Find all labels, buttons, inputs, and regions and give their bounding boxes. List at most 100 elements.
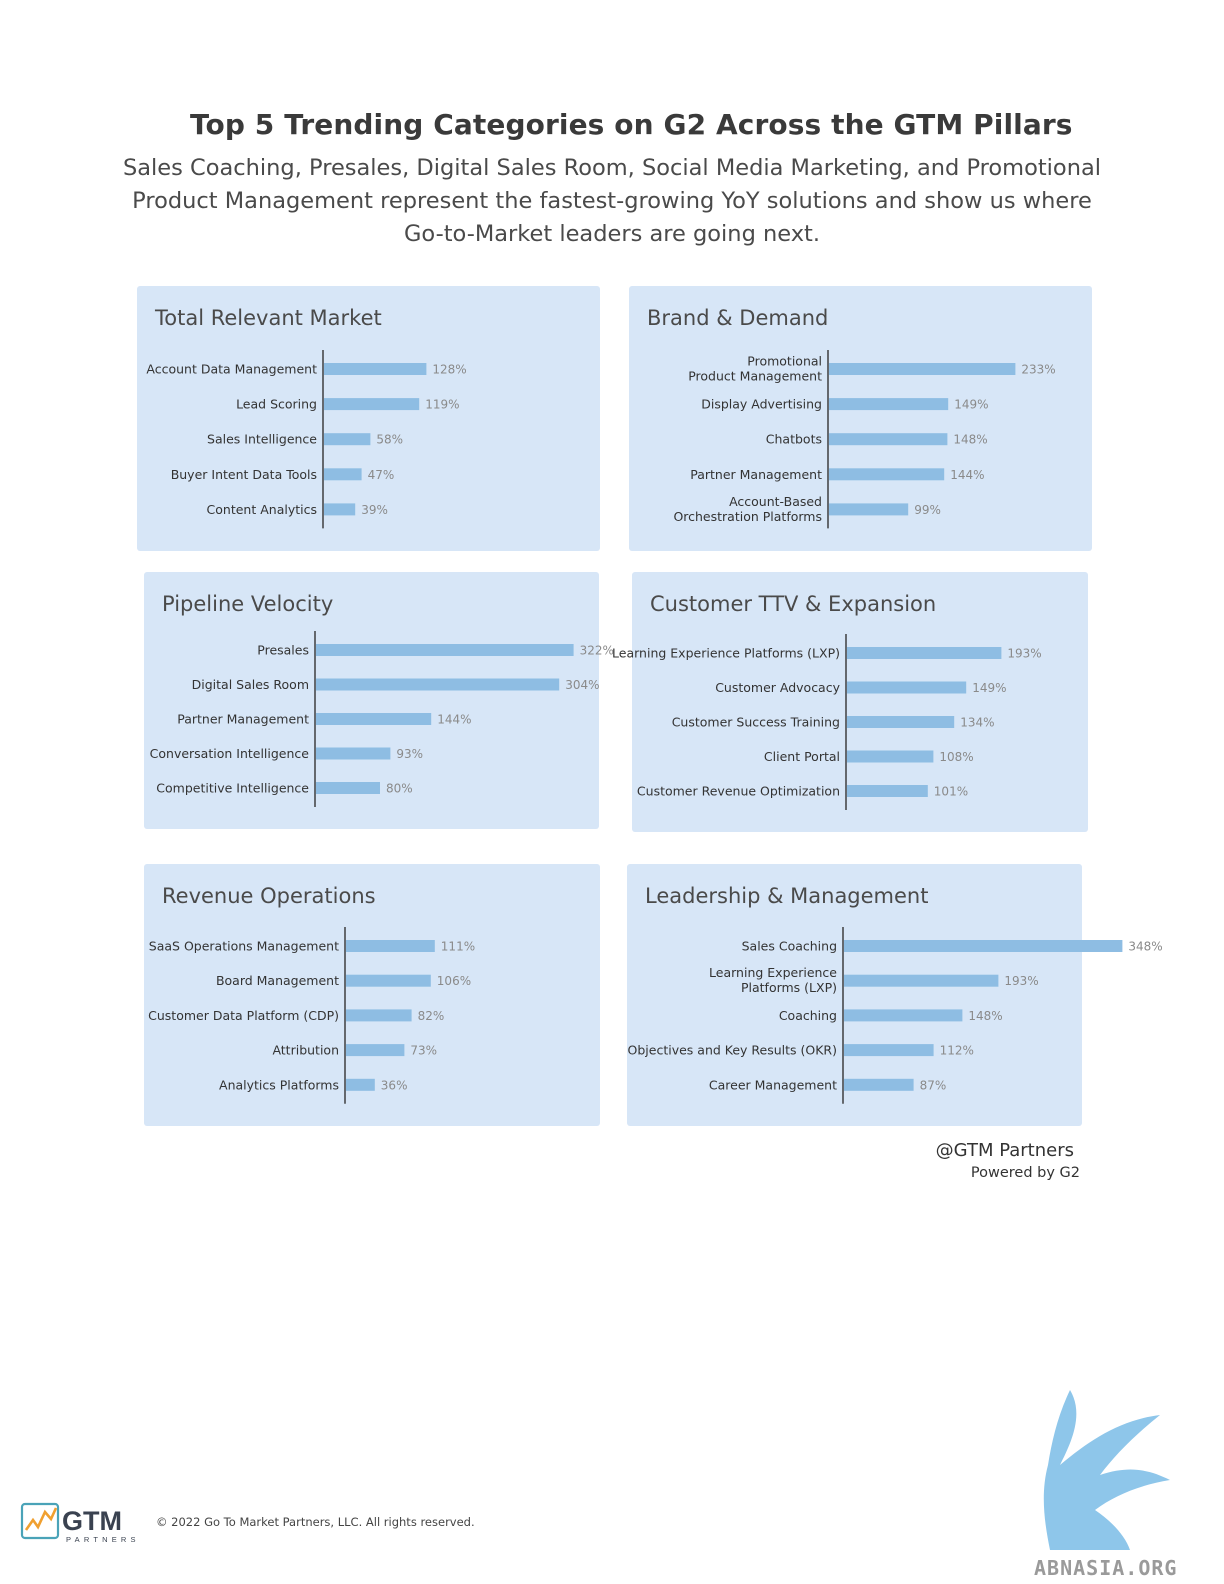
logo-frame xyxy=(20,1502,60,1540)
category-label: Customer Revenue Optimization xyxy=(637,784,840,799)
bar xyxy=(346,1044,405,1057)
chart-title: Revenue Operations xyxy=(162,884,376,908)
bar xyxy=(316,747,391,760)
category-label: Sales Intelligence xyxy=(207,432,317,447)
data-label: 111% xyxy=(441,940,475,954)
bar xyxy=(844,1044,934,1057)
bar xyxy=(346,974,431,987)
category-label: Buyer Intent Data Tools xyxy=(171,467,317,482)
bar-chart-svg: Promotional Product Management 233% Display… xyxy=(673,350,1056,529)
logo-text: GTM xyxy=(62,1506,122,1536)
bar-chart-svg: SaaS Operations Management 111% Board Mana… xyxy=(148,927,475,1104)
category-label: Client Portal xyxy=(764,749,840,764)
data-label: 58% xyxy=(376,433,403,447)
category-label: Display Advertising xyxy=(701,397,822,412)
chart-panel-revenue-operations: Revenue Operations SaaS Operations Manag… xyxy=(144,864,600,1126)
page-subtitle: Sales Coaching, Presales, Digital Sales … xyxy=(122,155,1101,247)
data-label: 304% xyxy=(565,678,599,692)
category-label: Customer Data Platform (CDP) xyxy=(148,1008,339,1023)
bar xyxy=(316,678,560,691)
chart-title: Customer TTV & Expansion xyxy=(650,592,937,616)
bar xyxy=(324,503,356,516)
bar xyxy=(847,716,955,728)
bar xyxy=(829,363,1016,375)
category-label: Customer Advocacy xyxy=(715,680,840,695)
page-title: Top 5 Trending Categories on G2 Across t… xyxy=(190,108,1073,141)
data-label: 93% xyxy=(396,747,423,761)
bar xyxy=(829,468,945,481)
category-label: Presales xyxy=(257,643,309,658)
category-label: Lead Scoring xyxy=(236,397,317,412)
category-label: Learning Experience Platforms (LXP) xyxy=(709,965,837,995)
bar xyxy=(844,1009,963,1022)
bar xyxy=(844,974,999,987)
data-label: 39% xyxy=(361,503,388,517)
bar xyxy=(324,363,427,375)
powered-by: Powered by G2 xyxy=(970,1165,1080,1181)
bar xyxy=(847,750,934,763)
logo-subtext: PARTNERS xyxy=(66,1535,140,1544)
data-label: 99% xyxy=(914,503,941,517)
chart-title: Brand & Demand xyxy=(647,306,829,330)
data-label: 148% xyxy=(953,433,987,447)
data-label: 193% xyxy=(1004,974,1038,988)
data-label: 144% xyxy=(437,713,471,727)
griffin-shape xyxy=(1043,1390,1170,1550)
abnasia-watermark-logo: ABNASIA.ORG xyxy=(1034,1390,1177,1580)
category-label: Coaching xyxy=(779,1008,837,1023)
category-label: Account Data Management xyxy=(146,362,317,377)
source-handle: @GTM Partners xyxy=(935,1140,1074,1161)
category-label: Learning Experience Platforms (LXP) xyxy=(612,646,840,661)
category-label: Account-Based Orchestration Platforms xyxy=(673,494,822,524)
data-label: 106% xyxy=(437,974,471,988)
data-label: 82% xyxy=(418,1009,445,1023)
data-label: 119% xyxy=(425,398,459,412)
bar xyxy=(847,681,967,694)
data-label: 47% xyxy=(368,468,395,482)
chart-title: Total Relevant Market xyxy=(155,306,382,330)
category-label: Sales Coaching xyxy=(742,939,837,954)
bar-chart-svg: Learning Experience Platforms (LXP) 193% C… xyxy=(612,634,1042,810)
category-label: Content Analytics xyxy=(207,502,317,517)
bar xyxy=(844,1078,914,1091)
bar xyxy=(324,398,420,411)
chart-panel-total-relevant-market: Total Relevant Market Account Data Manag… xyxy=(137,286,600,551)
data-label: 101% xyxy=(934,785,968,799)
data-label: 112% xyxy=(940,1044,974,1058)
gtm-partners-logo: GTM PARTNERS xyxy=(20,1502,140,1544)
bar-chart-svg: Sales Coaching 348% Learning Experience Pla… xyxy=(628,927,1163,1104)
category-label: Board Management xyxy=(216,973,339,988)
chart-panel-brand-demand: Brand & Demand Promotional Product Manage… xyxy=(629,286,1092,551)
bar xyxy=(324,468,362,481)
data-label: 108% xyxy=(939,750,973,764)
category-label: Conversation Intelligence xyxy=(150,746,310,761)
bar xyxy=(847,785,928,797)
chart-panel-pipeline-velocity: Pipeline Velocity Presales 322% Digital Sa… xyxy=(144,572,614,829)
category-label: Promotional Product Management xyxy=(688,354,822,384)
bar xyxy=(847,647,1002,659)
bar-chart-svg: Account Data Management 128% Lead Scoring 1… xyxy=(146,350,467,529)
category-label: Competitive Intelligence xyxy=(156,781,309,796)
bar xyxy=(829,503,909,516)
bar xyxy=(316,644,574,656)
logo-trend-line xyxy=(24,1507,58,1531)
chart-panel-leadership-management: Leadership & Management Sales Coaching 34… xyxy=(627,864,1163,1126)
category-label: Career Management xyxy=(709,1077,837,1092)
bar xyxy=(346,1009,412,1022)
category-label: Attribution xyxy=(272,1043,339,1058)
copyright: © 2022 Go To Market Partners, LLC. All r… xyxy=(156,1515,475,1529)
category-label: Partner Management xyxy=(177,712,309,727)
chart-panel-customer-ttv-expansion: Customer TTV & Expansion Learning Experi… xyxy=(612,572,1088,832)
data-label: 322% xyxy=(580,644,614,658)
chart-title: Leadership & Management xyxy=(645,884,929,908)
data-label: 148% xyxy=(968,1009,1002,1023)
bar xyxy=(316,782,380,794)
chart-title: Pipeline Velocity xyxy=(162,592,334,616)
data-label: 87% xyxy=(920,1078,947,1092)
data-label: 36% xyxy=(381,1078,408,1092)
bar xyxy=(346,1078,375,1091)
bar xyxy=(829,398,949,411)
category-label: SaaS Operations Management xyxy=(149,939,339,954)
category-label: Analytics Platforms xyxy=(219,1077,339,1092)
watermark-text: ABNASIA.ORG xyxy=(1034,1556,1177,1580)
